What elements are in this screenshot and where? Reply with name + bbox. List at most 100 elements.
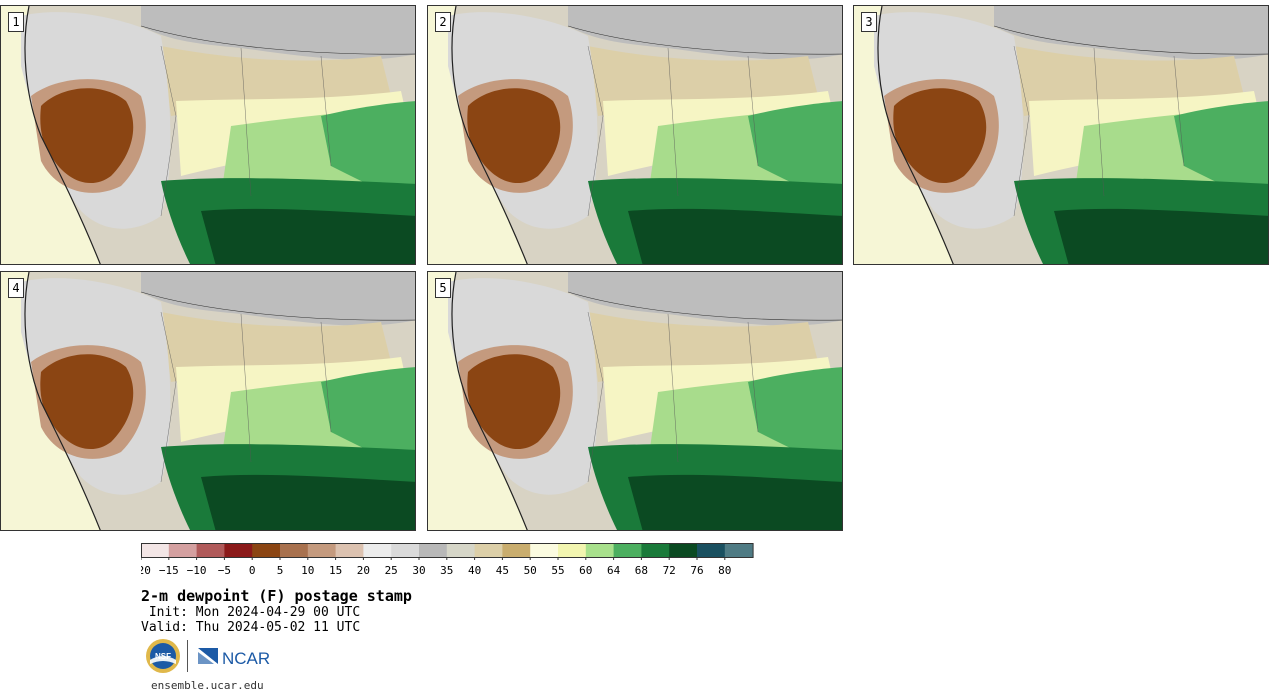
panel-number: 5 (435, 278, 451, 298)
gulf-dark-green (628, 474, 842, 530)
border-line (140, 291, 415, 321)
colorbar-tick-label: 30 (412, 564, 425, 577)
colorbar-swatch (391, 543, 420, 557)
colorbar-swatch (280, 543, 309, 557)
southwest-brown (467, 354, 561, 450)
east-green (748, 101, 842, 206)
plot-title: 2-m dewpoint (F) postage stamp (141, 587, 412, 605)
colorbar-swatch (168, 543, 197, 557)
postage-stamp-panel-3: 3 (853, 5, 1269, 265)
state-lines (160, 45, 332, 217)
east-green (321, 367, 415, 472)
colorbar: −20 −15 −10 −5 0 5 10 15 20 25 30 35 40 45 50 55 60 64 68 7… (141, 543, 754, 577)
colorbar-swatch (530, 543, 559, 557)
coastline (24, 272, 101, 530)
postage-stamp-panel-5: 5 (427, 271, 843, 531)
canada-gray (568, 6, 842, 60)
postage-stamp-panel-1: 1 (0, 5, 416, 265)
logo-divider (187, 640, 188, 672)
colorbar-tick-label: 60 (579, 564, 592, 577)
colorbar-swatch (502, 543, 531, 557)
postage-stamp-panel-2: 2 (427, 5, 843, 265)
dewpoint-map (1, 6, 415, 264)
colorbar-swatch (446, 543, 475, 557)
east-green (748, 367, 842, 472)
colorbar-tick-label: 50 (524, 564, 537, 577)
coastline (451, 272, 528, 530)
colorbar-tick-label: 35 (440, 564, 453, 577)
postage-stamp-panel-4: 4 (0, 271, 416, 531)
border-line (567, 291, 842, 321)
colorbar-swatch (196, 543, 225, 557)
colorbar-swatch (613, 543, 642, 557)
dewpoint-field (1, 6, 415, 264)
canada-gray (994, 6, 1268, 60)
dewpoint-map (1, 272, 415, 530)
colorbar-swatch (363, 543, 392, 557)
border-line (993, 25, 1268, 55)
east-green (321, 101, 415, 206)
colorbar-swatch (224, 543, 253, 557)
panel-number: 4 (8, 278, 24, 298)
colorbar-tick-label: 10 (301, 564, 314, 577)
colorbar-tick-label: −20 (141, 564, 151, 577)
coastline (451, 6, 528, 264)
state-lines (587, 311, 759, 483)
dewpoint-field (428, 272, 842, 530)
svg-text:NSF: NSF (155, 652, 171, 661)
southwest-brown (40, 354, 134, 450)
panel-number: 2 (435, 12, 451, 32)
colorbar-tick-label: −15 (159, 564, 179, 577)
init-time: Init: Mon 2024-04-29 00 UTC (141, 605, 361, 620)
border-line (567, 25, 842, 55)
colorbar-tick-label: 64 (607, 564, 621, 577)
colorbar-swatch (585, 543, 614, 557)
state-lines (1013, 45, 1185, 217)
southwest-brown (467, 88, 561, 184)
canada-gray (568, 272, 842, 326)
east-green (1174, 101, 1268, 206)
coastline (877, 6, 954, 264)
colorbar-tick-label: 20 (357, 564, 370, 577)
colorbar-tick-label: 0 (249, 564, 256, 577)
dewpoint-field (428, 6, 842, 264)
panel-number: 3 (861, 12, 877, 32)
colorbar-swatch (419, 543, 448, 557)
dewpoint-map (428, 272, 842, 530)
gulf-dark-green (628, 208, 842, 264)
valid-time: Valid: Thu 2024-05-02 11 UTC (141, 620, 361, 635)
colorbar-swatch (307, 543, 336, 557)
colorbar-tick-label: 68 (635, 564, 648, 577)
southwest-brown (893, 88, 987, 184)
panel-number: 1 (8, 12, 24, 32)
colorbar-tick-label: 40 (468, 564, 481, 577)
colorbar-swatch (724, 543, 753, 557)
colorbar-tick-label: 72 (663, 564, 676, 577)
colorbar-swatch (558, 543, 587, 557)
colorbar-tick-label: 5 (277, 564, 284, 577)
nsf-logo: NSF (146, 639, 180, 673)
site-url: ensemble.ucar.edu (151, 679, 264, 692)
colorbar-tick-label: 45 (496, 564, 509, 577)
state-lines (587, 45, 759, 217)
southwest-brown (40, 88, 134, 184)
colorbar-tick-label: −10 (187, 564, 207, 577)
colorbar-swatch (697, 543, 726, 557)
colorbar-tick-label: 76 (690, 564, 703, 577)
colorbar-swatch (335, 543, 364, 557)
canada-gray (141, 272, 415, 326)
ncar-logo: NCAR (198, 648, 270, 668)
colorbar-swatch (669, 543, 698, 557)
colorbar-swatch (474, 543, 503, 557)
colorbar-swatch (252, 543, 281, 557)
dewpoint-map (428, 6, 842, 264)
canada-gray (141, 6, 415, 60)
border-line (140, 25, 415, 55)
colorbar-tick-label: 25 (385, 564, 398, 577)
coastline (24, 6, 101, 264)
state-lines (160, 311, 332, 483)
colorbar-tick-label: 55 (551, 564, 564, 577)
colorbar-tick-label: 80 (718, 564, 731, 577)
colorbar-tick-label: 15 (329, 564, 342, 577)
dewpoint-field (1, 272, 415, 530)
